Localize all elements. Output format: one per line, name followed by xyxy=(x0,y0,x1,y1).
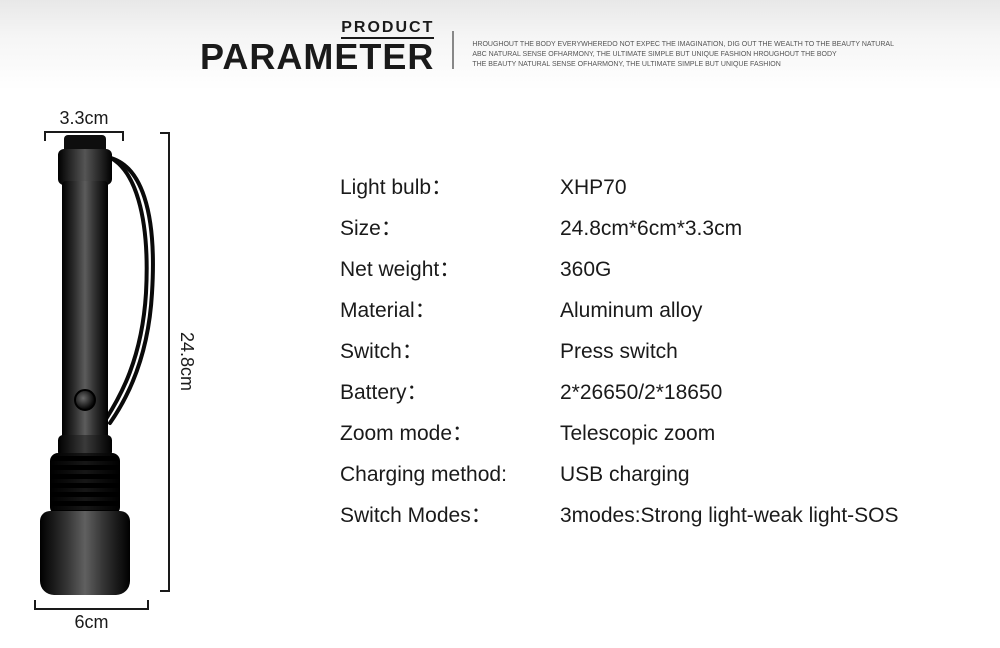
spec-label: Switch Modes： xyxy=(340,496,560,537)
dimension-side-label: 24.8cm xyxy=(176,332,197,391)
spec-row: Material：Aluminum alloy xyxy=(340,291,980,332)
flashlight-illustration xyxy=(44,135,152,595)
header-divider xyxy=(452,31,454,69)
header-blurb: HROUGHOUT THE BODY EVERYWHEREDO NOT EXPE… xyxy=(472,40,894,69)
spec-value: 3modes:Strong light-weak light-SOS xyxy=(560,496,980,537)
spec-value: 360G xyxy=(560,250,980,291)
spec-row: Battery：2*26650/2*18650 xyxy=(340,373,980,414)
spec-value: Aluminum alloy xyxy=(560,291,980,332)
header-title: PARAMETER xyxy=(200,41,434,73)
flashlight-button-icon xyxy=(74,389,96,411)
spec-row: Switch： Press switch xyxy=(340,332,980,373)
title-block: PRODUCT PARAMETER xyxy=(200,20,434,73)
spec-row: Charging method: USB charging xyxy=(340,455,980,496)
blurb-line: THE BEAUTY NATURAL SENSE OFHARMONY, THE … xyxy=(472,60,894,70)
spec-row: Size：24.8cm*6cm*3.3cm xyxy=(340,209,980,250)
spec-label: Zoom mode： xyxy=(340,414,560,455)
dimension-top-label: 3.3cm xyxy=(44,108,124,129)
specs-table: Light bulb：XHP70 Size：24.8cm*6cm*3.3cm N… xyxy=(340,168,980,536)
blurb-line: HROUGHOUT THE BODY EVERYWHEREDO NOT EXPE… xyxy=(472,40,894,50)
flashlight-head-grip xyxy=(50,453,120,515)
lanyard-icon xyxy=(102,153,162,433)
spec-value: Telescopic zoom xyxy=(560,414,980,455)
spec-value: 24.8cm*6cm*3.3cm xyxy=(560,209,980,250)
bracket-icon xyxy=(34,600,149,610)
blurb-line: ABC NATURAL SENSE OFHARMONY, THE ULTIMAT… xyxy=(472,50,894,60)
spec-value: 2*26650/2*18650 xyxy=(560,373,980,414)
spec-value: USB charging xyxy=(560,455,980,496)
spec-value: Press switch xyxy=(560,332,980,373)
flashlight-neck xyxy=(58,149,112,185)
spec-row: Light bulb：XHP70 xyxy=(340,168,980,209)
spec-label: Charging method: xyxy=(340,455,560,496)
spec-label: Material： xyxy=(340,291,560,332)
dimension-bottom-label: 6cm xyxy=(34,612,149,633)
spec-row: Switch Modes：3modes:Strong light-weak li… xyxy=(340,496,980,537)
spec-row: Net weight：360G xyxy=(340,250,980,291)
spec-label: Switch： xyxy=(340,332,560,373)
spec-label: Battery： xyxy=(340,373,560,414)
spec-label: Net weight： xyxy=(340,250,560,291)
dimension-bottom: 6cm xyxy=(34,600,149,633)
spec-label: Light bulb： xyxy=(340,168,560,209)
header: PRODUCT PARAMETER HROUGHOUT THE BODY EVE… xyxy=(200,20,960,73)
spec-label: Size： xyxy=(340,209,560,250)
dimension-side: 24.8cm xyxy=(160,132,197,592)
spec-value: XHP70 xyxy=(560,168,980,209)
spec-row: Zoom mode： Telescopic zoom xyxy=(340,414,980,455)
flashlight-head xyxy=(40,511,130,595)
